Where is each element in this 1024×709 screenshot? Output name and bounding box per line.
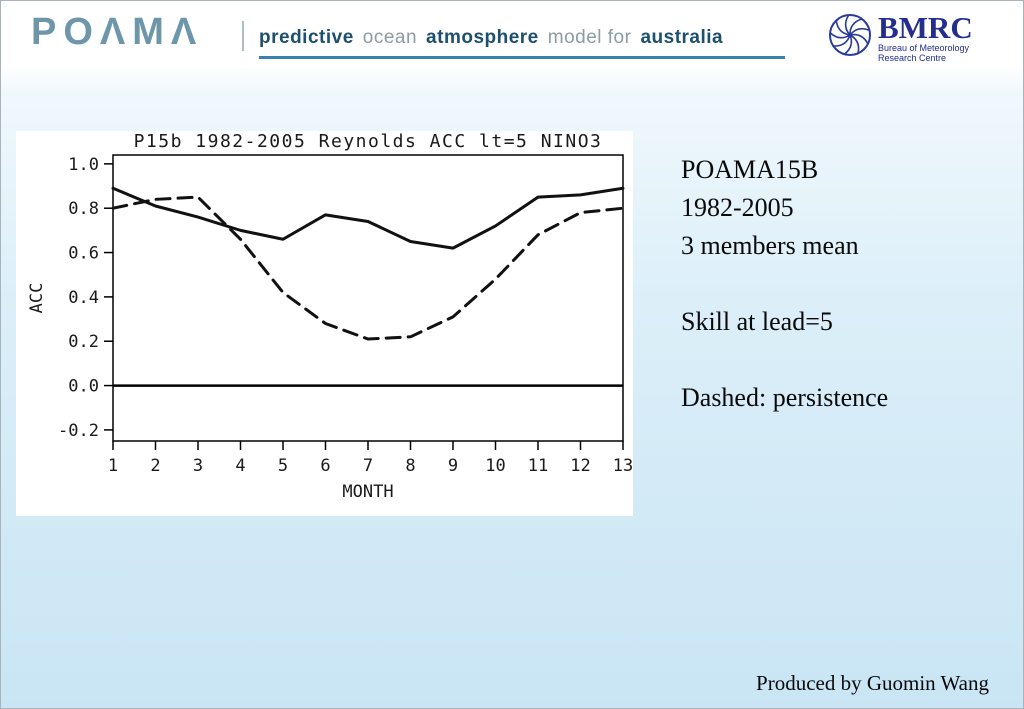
credit-text: Produced by Guomin Wang (756, 671, 989, 695)
svg-text:5: 5 (278, 456, 288, 476)
bmrc-spiral-icon (829, 14, 871, 56)
svg-text:6: 6 (320, 456, 330, 476)
acc-line-chart: P15b 1982-2005 Reynolds ACC lt=5 NINO3 1.… (27, 131, 633, 502)
tagline-word-model-for: model for (547, 27, 632, 48)
bmrc-text-block: BMRC Bureau of Meteorology Research Cent… (878, 12, 973, 63)
svg-text:9: 9 (448, 456, 458, 476)
svg-text:0.0: 0.0 (68, 377, 99, 397)
header-bar: POΛMΛ predictive ocean atmosphere model for… (1, 1, 1023, 68)
annotation-line-skill: Skill at lead=5 (681, 307, 833, 336)
tagline-word-ocean: ocean (362, 27, 418, 48)
svg-text:P15b 1982-2005 Reynolds ACC lt: P15b 1982-2005 Reynolds ACC lt=5 NINO3 (134, 131, 603, 152)
svg-text:10: 10 (485, 456, 505, 476)
annotation-line-period: 1982-2005 (681, 193, 794, 222)
svg-text:MONTH: MONTH (342, 482, 393, 502)
tagline-word-atmosphere: atmosphere (426, 27, 539, 48)
bmrc-subtitle-line2: Research Centre (878, 53, 947, 63)
bmrc-name: BMRC (878, 10, 973, 45)
svg-text:-0.2: -0.2 (58, 421, 99, 441)
svg-text:0.6: 0.6 (68, 244, 99, 264)
svg-text:11: 11 (528, 456, 548, 476)
svg-text:1: 1 (108, 456, 118, 476)
annotation-line-members: 3 members mean (681, 231, 859, 260)
logo-divider (242, 21, 244, 51)
svg-text:4: 4 (235, 456, 245, 476)
bmrc-subtitle-line1: Bureau of Meteorology (878, 43, 970, 53)
svg-text:3: 3 (193, 456, 203, 476)
svg-text:8: 8 (405, 456, 415, 476)
svg-text:0.2: 0.2 (68, 332, 99, 352)
poama-logo: POΛMΛ (31, 11, 204, 53)
svg-text:1.0: 1.0 (68, 155, 99, 175)
chart-panel: P15b 1982-2005 Reynolds ACC lt=5 NINO3 1.… (16, 131, 633, 516)
svg-text:0.4: 0.4 (68, 288, 99, 308)
bmrc-logo: BMRC Bureau of Meteorology Research Cent… (827, 12, 973, 63)
tagline-word-australia: australia (640, 27, 724, 48)
svg-text:2: 2 (150, 456, 160, 476)
annotation-line-dashed: Dashed: persistence (681, 383, 889, 412)
annotation-line-spacer2 (681, 341, 1016, 379)
svg-text:12: 12 (570, 456, 590, 476)
svg-text:0.8: 0.8 (68, 199, 99, 219)
tagline: predictive ocean atmosphere model for austra… (259, 27, 785, 59)
tagline-word-predictive: predictive (259, 27, 354, 48)
annotation-line-model: POAMA15B (681, 155, 819, 184)
annotation-block: POAMA15B 1982-2005 3 members mean Skill … (681, 151, 1016, 417)
svg-text:13: 13 (613, 456, 633, 476)
svg-text:7: 7 (363, 456, 373, 476)
svg-text:ACC: ACC (27, 283, 47, 314)
annotation-line-spacer1 (681, 265, 1016, 303)
